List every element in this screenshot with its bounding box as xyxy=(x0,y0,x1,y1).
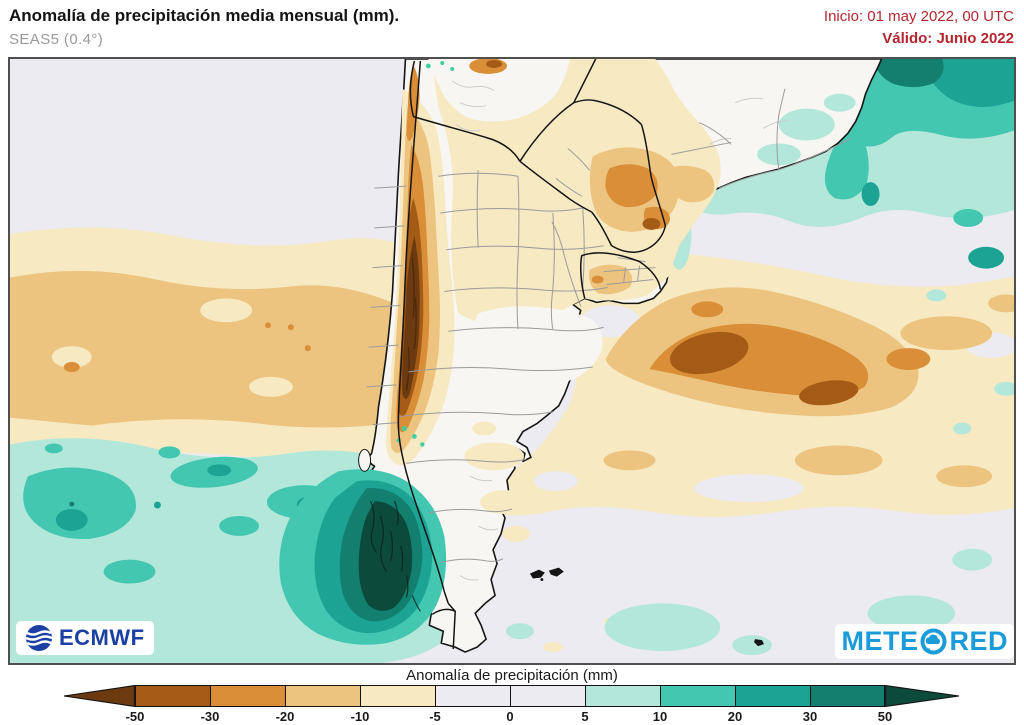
legend-tick: -30 xyxy=(200,709,220,724)
meteored-logo: METE RED xyxy=(835,624,1014,659)
ocean-dry-core xyxy=(670,331,859,406)
andes-drought-band xyxy=(385,64,455,466)
legend-arrow-right xyxy=(885,685,960,707)
legend-segment xyxy=(285,685,360,707)
legend-tick: 10 xyxy=(652,709,668,724)
legend-segment xyxy=(660,685,735,707)
legend-segment xyxy=(210,685,285,707)
legend-ticks: -50 -30 -20 -10 -5 0 5 10 20 30 50 xyxy=(63,709,960,725)
chiloe-island xyxy=(358,448,372,472)
legend-tick: -50 xyxy=(125,709,145,724)
meteored-logo-text-right: RED xyxy=(949,626,1008,656)
land-dry-pale xyxy=(432,59,721,542)
legend-tick: 30 xyxy=(802,709,818,724)
brazil-coast-wet-patches xyxy=(757,93,856,166)
legend-segment xyxy=(735,685,810,707)
southern-chile-wet-core xyxy=(279,469,447,645)
legend-tick: 20 xyxy=(727,709,743,724)
legend-segment xyxy=(810,685,885,707)
ocean-dry-medium-holes xyxy=(51,298,293,397)
valid-date-label: Válido: Junio 2022 xyxy=(882,30,1014,47)
legend-bar xyxy=(63,685,960,707)
meteored-logo-text-left: METE xyxy=(841,626,919,656)
legend-tick: -10 xyxy=(350,709,370,724)
country-borders xyxy=(397,59,667,650)
terrain-relief xyxy=(451,80,789,581)
legend-segment xyxy=(135,685,210,707)
legend-tick: 50 xyxy=(877,709,893,724)
legend-tick: -5 xyxy=(429,709,441,724)
ecmwf-logo-text: ECMWF xyxy=(59,625,145,650)
land-dry-core xyxy=(486,59,661,230)
ocean-wet-dark xyxy=(69,59,944,507)
legend-tick: 0 xyxy=(506,709,514,724)
init-date-label: Inicio: 01 may 2022, 00 UTC xyxy=(823,8,1014,25)
header: Anomalía de precipitación media mensual … xyxy=(0,0,1024,57)
mint-flecks xyxy=(396,60,455,447)
legend-segment xyxy=(585,685,660,707)
model-subtitle: SEAS5 (0.4°) xyxy=(9,31,104,48)
land-neutral-holes xyxy=(428,59,603,387)
ecmwf-logo: ECMWF xyxy=(16,621,154,655)
fjord-texture xyxy=(370,500,421,612)
legend-segment xyxy=(510,685,585,707)
legend-tick: -20 xyxy=(275,709,295,724)
ecmwf-globe-icon xyxy=(25,625,53,651)
province-borders xyxy=(366,88,851,564)
legend-tick: 5 xyxy=(581,709,589,724)
run-info: Inicio: 01 may 2022, 00 UTC Válido: Juni… xyxy=(824,6,1014,50)
legend-title: Anomalía de precipitación (mm) xyxy=(406,667,618,684)
map-panel: ECMWF METE RED xyxy=(8,57,1016,665)
page-title: Anomalía de precipitación media mensual … xyxy=(9,6,400,25)
legend-segment xyxy=(360,685,435,707)
legend-arrow-left xyxy=(63,685,135,707)
legend: Anomalía de precipitación (mm) -50 -30 -20… xyxy=(0,665,1024,724)
islands xyxy=(529,567,764,647)
meteored-cloud-icon xyxy=(920,628,947,655)
legend-segment xyxy=(435,685,510,707)
precipitation-anomaly-map xyxy=(10,59,1014,663)
